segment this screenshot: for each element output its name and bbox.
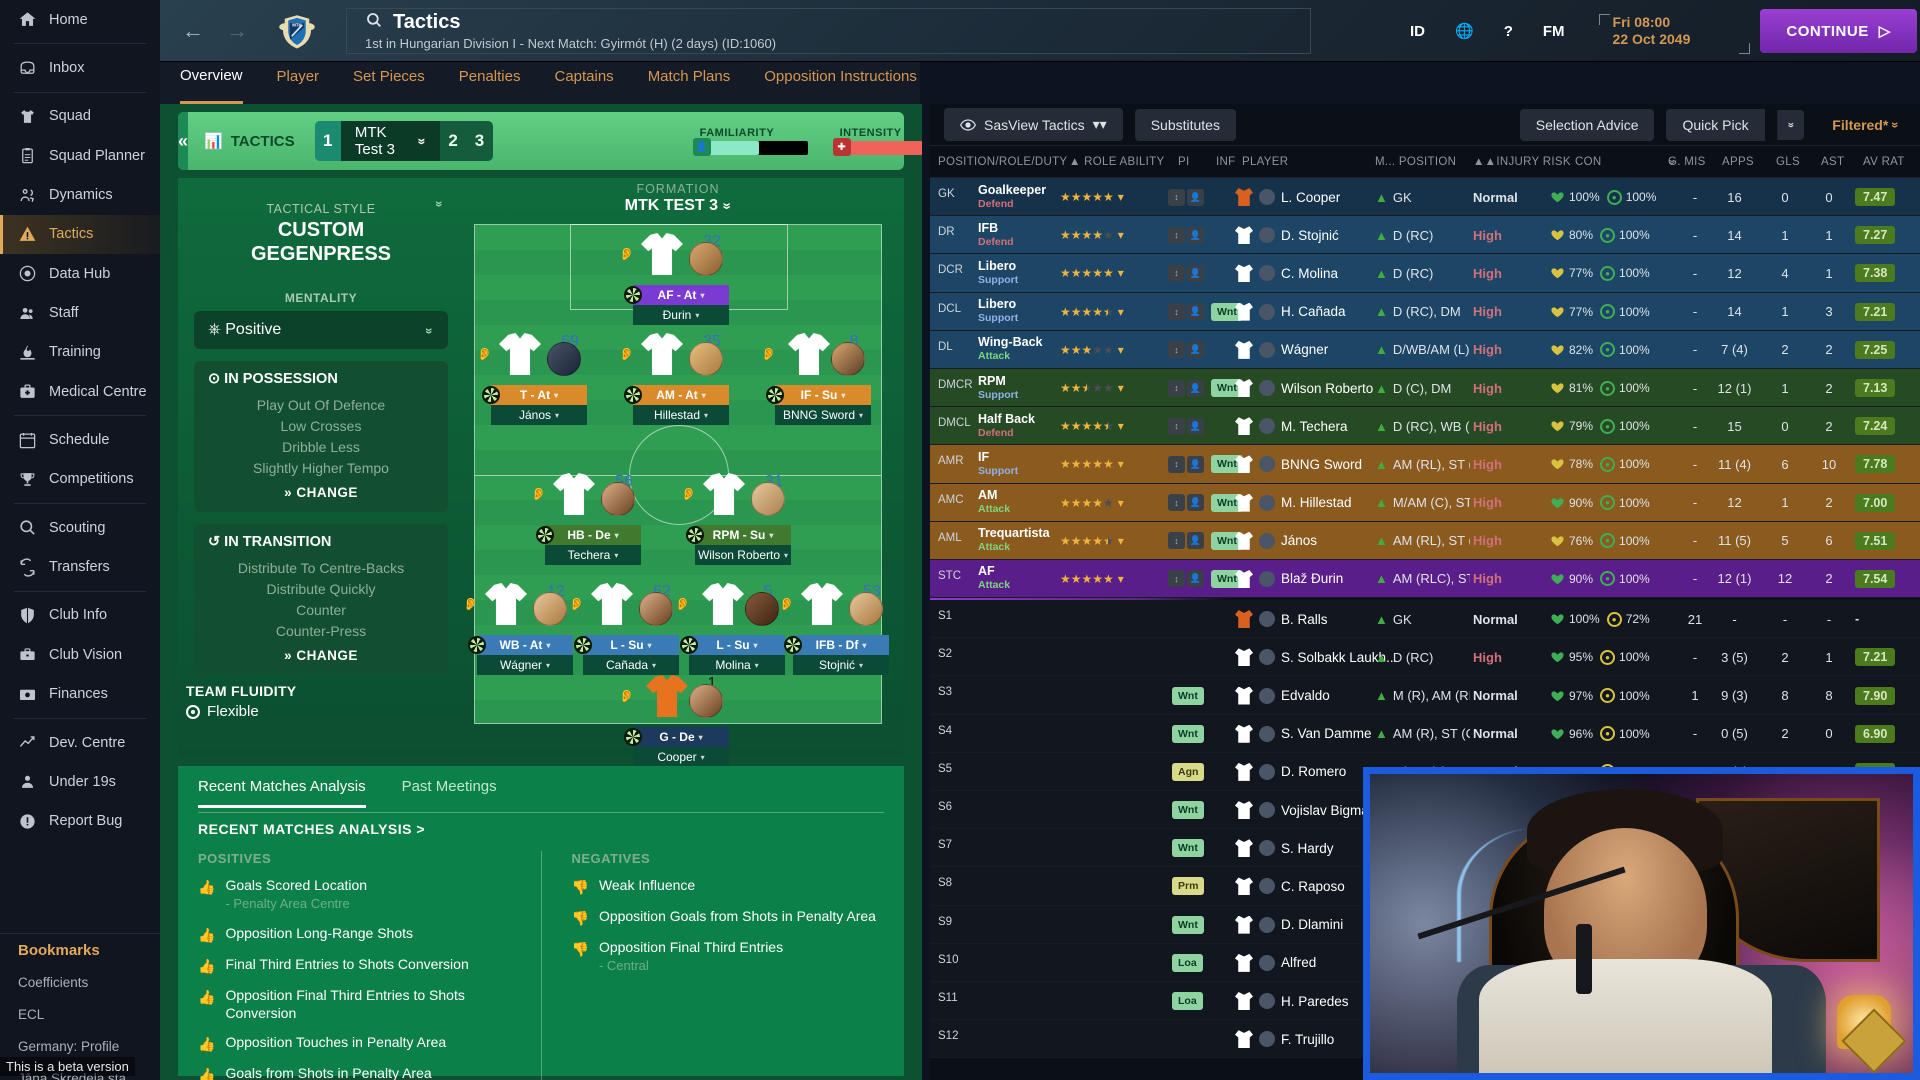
svg-text:MTK: MTK xyxy=(292,22,302,27)
